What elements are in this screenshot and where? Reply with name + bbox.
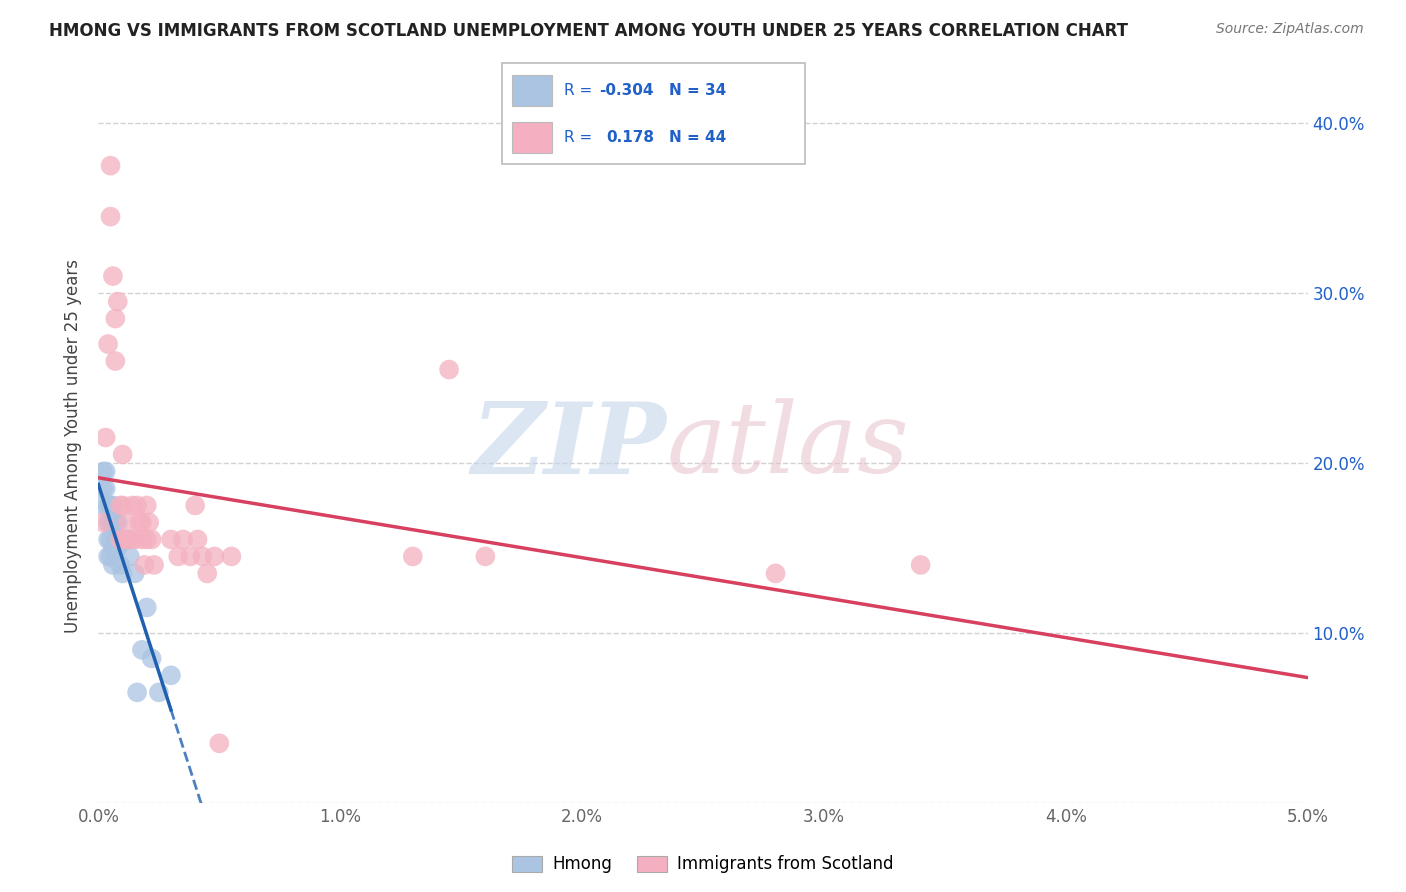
Point — [148, 685, 170, 699]
Point — [100, 159, 122, 173]
Point — [97, 549, 120, 564]
Point — [131, 516, 153, 530]
Point — [108, 499, 131, 513]
Text: N = 34: N = 34 — [669, 83, 727, 97]
Point — [94, 465, 117, 479]
Point — [97, 337, 120, 351]
Point — [141, 651, 163, 665]
Point — [94, 430, 117, 444]
Point — [91, 499, 114, 513]
Point — [97, 533, 120, 547]
Point — [101, 516, 124, 530]
Point — [117, 533, 139, 547]
Point — [167, 549, 190, 564]
Point — [141, 533, 163, 547]
Point — [135, 533, 157, 547]
Text: N = 44: N = 44 — [669, 130, 727, 145]
Point — [100, 210, 122, 224]
FancyBboxPatch shape — [502, 63, 806, 164]
Point — [118, 549, 141, 564]
Point — [138, 516, 160, 530]
Point — [204, 549, 226, 564]
Text: atlas: atlas — [666, 399, 910, 493]
Point — [94, 482, 117, 496]
Point — [184, 499, 207, 513]
Point — [101, 269, 124, 284]
Point — [208, 736, 231, 750]
Point — [107, 541, 129, 555]
Point — [179, 549, 201, 564]
Point — [131, 533, 153, 547]
Point — [160, 533, 183, 547]
Point — [127, 499, 149, 513]
Point — [97, 499, 120, 513]
Point — [221, 549, 243, 564]
Point — [107, 294, 129, 309]
Point — [135, 499, 157, 513]
Point — [111, 448, 134, 462]
Point — [111, 499, 134, 513]
Text: HMONG VS IMMIGRANTS FROM SCOTLAND UNEMPLOYMENT AMONG YOUTH UNDER 25 YEARS CORREL: HMONG VS IMMIGRANTS FROM SCOTLAND UNEMPL… — [49, 22, 1128, 40]
Point — [143, 558, 166, 572]
Legend: Hmong, Immigrants from Scotland: Hmong, Immigrants from Scotland — [506, 849, 900, 880]
Point — [101, 541, 124, 555]
Point — [191, 549, 214, 564]
Text: Source: ZipAtlas.com: Source: ZipAtlas.com — [1216, 22, 1364, 37]
Point — [91, 516, 114, 530]
Point — [100, 516, 122, 530]
Point — [187, 533, 209, 547]
Point — [111, 566, 134, 581]
Point — [765, 566, 787, 581]
Point — [107, 516, 129, 530]
Text: ZIP: ZIP — [472, 398, 666, 494]
Point — [108, 533, 131, 547]
Point — [91, 465, 114, 479]
Bar — [512, 122, 551, 153]
Point — [172, 533, 194, 547]
Point — [101, 558, 124, 572]
Point — [128, 516, 150, 530]
Point — [104, 311, 127, 326]
Point — [114, 533, 136, 547]
Y-axis label: Unemployment Among Youth under 25 years: Unemployment Among Youth under 25 years — [65, 259, 83, 633]
Point — [97, 516, 120, 530]
Point — [437, 362, 460, 376]
Text: 0.178: 0.178 — [606, 130, 654, 145]
Point — [91, 482, 114, 496]
Text: -0.304: -0.304 — [599, 83, 654, 97]
Point — [104, 533, 127, 547]
Point — [108, 533, 131, 547]
Point — [104, 354, 127, 368]
Text: R =: R = — [564, 130, 592, 145]
Point — [104, 516, 127, 530]
Point — [195, 566, 218, 581]
Point — [124, 533, 146, 547]
Point — [100, 533, 122, 547]
Point — [134, 558, 156, 572]
Point — [101, 499, 124, 513]
Point — [474, 549, 496, 564]
Point — [108, 558, 131, 572]
Point — [121, 499, 143, 513]
Point — [160, 668, 183, 682]
Point — [100, 499, 122, 513]
Point — [111, 533, 134, 547]
Point — [402, 549, 425, 564]
Point — [131, 643, 153, 657]
Point — [118, 533, 141, 547]
Point — [100, 549, 122, 564]
Bar — [512, 75, 551, 105]
Point — [910, 558, 932, 572]
Text: R =: R = — [564, 83, 592, 97]
Point — [117, 516, 139, 530]
Point — [127, 685, 149, 699]
Point — [135, 600, 157, 615]
Point — [124, 566, 146, 581]
